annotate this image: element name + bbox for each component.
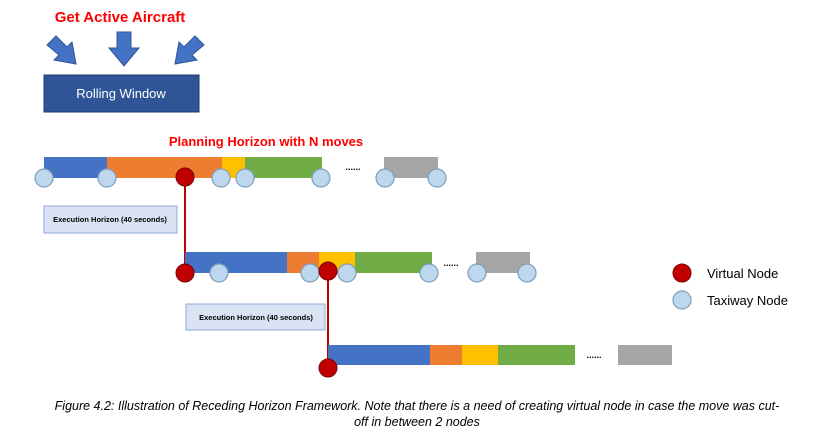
left-down-arrow-icon [46,35,77,65]
execution-horizon-box-2 [185,303,326,331]
taxiway-node [517,263,537,283]
rolling-window-box [43,74,200,113]
segment-gray [476,252,530,273]
taxiway-node [427,168,447,188]
execution-horizon-box-1 [43,205,178,234]
virtual-node [175,263,195,283]
segment-gray [618,345,672,365]
taxiway-node [235,168,255,188]
segment-blue [44,157,107,178]
execution-horizon-label-1: Execution Horizon (40 seconds) [53,215,167,224]
taxiway-node [211,168,231,188]
ellipsis: ...... [443,258,458,268]
planning-row-3: ...... [328,345,672,365]
legend-virtual-node-label: Virtual Node [707,266,778,281]
segment-blue [328,345,430,365]
get-active-aircraft-title: Get Active Aircraft [55,9,186,26]
caption-line-1: Figure 4.2: Illustration of Receding Hor… [54,399,780,413]
legend-virtual-node-icon [672,263,692,283]
rolling-window-label: Rolling Window [76,86,166,101]
taxiway-node [34,168,54,188]
segment-orange [107,157,222,178]
taxiway-node [97,168,117,188]
segment-green [498,345,575,365]
planning-row-2: ...... [185,252,537,283]
segment-yellow [462,345,498,365]
taxiway-node [311,168,331,188]
segment-blue [185,252,287,273]
segment-green [355,252,432,273]
legend-taxiway-node-icon [672,290,692,310]
taxiway-node [209,263,229,283]
segment-gray [384,157,438,178]
execution-horizon-label-2: Execution Horizon (40 seconds) [199,313,313,322]
planning-row-1: ...... [34,157,447,188]
ellipsis: ...... [345,162,360,172]
segment-green [245,157,322,178]
segment-orange [430,345,462,365]
right-down-arrow-icon [174,35,205,65]
center-down-arrow-icon [107,31,141,67]
legend: Virtual Node Taxiway Node [672,263,788,310]
virtual-node [175,167,195,187]
virtual-node [318,358,338,378]
caption-line-2: off in between 2 nodes [354,415,480,429]
taxiway-node [419,263,439,283]
taxiway-node [467,263,487,283]
figure-caption: Figure 4.2: Illustration of Receding Hor… [0,398,834,430]
ellipsis: ...... [586,350,601,360]
planning-horizon-label: Planning Horizon with N moves [169,134,363,149]
legend-taxiway-node-label: Taxiway Node [707,293,788,308]
taxiway-node [337,263,357,283]
taxiway-node [375,168,395,188]
virtual-node [318,261,338,281]
taxiway-node [300,263,320,283]
